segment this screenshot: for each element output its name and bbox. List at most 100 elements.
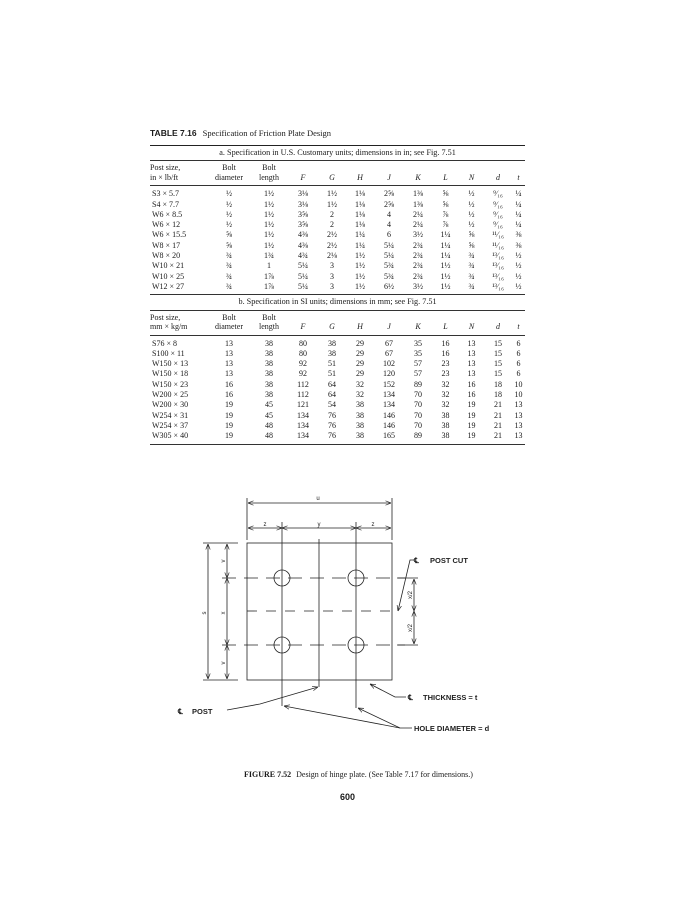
value-cell: 13 [225, 338, 233, 348]
column-header: Post size, in × lb/ft [150, 160, 208, 187]
value-cell: 32 [441, 390, 450, 400]
value-cell: ¹³⁄₁₆ [492, 271, 504, 281]
column-header: G [318, 310, 346, 336]
table-row: W6 × 12 ½ 1½ 3⅝ 2 1⅛ 4 2¼ ⅞ ½ ⁹⁄₁₆ ¼ [150, 220, 525, 230]
value-cell: 38 [441, 420, 450, 430]
value-cell: 10 [514, 390, 523, 400]
value-cell: 32 [441, 400, 450, 410]
value-cell: 15 [494, 369, 502, 379]
table-row: S76 × 8 13 38 80 38 29 67 35 16 13 15 6 [150, 335, 525, 349]
value-cell: 1½ [355, 251, 365, 261]
value-cell: 5¾ [384, 271, 394, 281]
value-cell: ⅜ [515, 240, 522, 250]
value-cell: ⅝ [442, 189, 449, 199]
column-header: L [432, 310, 459, 336]
value-cell: 38 [356, 400, 364, 410]
label-post: POST [192, 707, 213, 716]
value-cell: 19 [225, 420, 233, 430]
section-heading: b. Specification in SI units; dimensions… [150, 294, 526, 311]
table-row: S4 × 7.7 ½ 1½ 3⅛ 1½ 1⅛ 2⅝ 1⅜ ⅝ ½ ⁹⁄₁₆ ¼ [150, 200, 525, 210]
post-size-cell: W6 × 15.5 [152, 230, 187, 240]
table-row: W6 × 15.5 ⅝ 1½ 4⅜ 2½ 1¼ 6 3½ 1¼ ⅝ ¹¹⁄₁₆ ⅜ [150, 230, 525, 240]
label-u: u [316, 496, 319, 502]
value-cell: 38 [328, 338, 336, 348]
post-size-cell: W200 × 25 [152, 390, 189, 400]
column-header: K [404, 310, 432, 336]
value-cell: 1½ [440, 261, 451, 271]
value-cell: 146 [383, 420, 395, 430]
label-v: v [221, 560, 227, 563]
value-cell: 19 [459, 431, 484, 445]
value-cell: 35 [414, 348, 422, 358]
column-header: G [318, 160, 346, 187]
value-cell: 112 [297, 379, 309, 389]
value-cell: 80 [299, 338, 307, 348]
column-header: Bolt length [250, 310, 288, 336]
value-cell: 102 [383, 359, 395, 369]
table-row: W254 × 37 19 48 134 76 38 146 70 38 19 21 13 [150, 421, 525, 431]
value-cell: 54 [328, 400, 336, 410]
value-cell: ½ [468, 209, 475, 219]
value-cell: 38 [265, 390, 273, 400]
value-cell: 1⅛ [355, 199, 365, 209]
value-cell: 5¼ [384, 240, 394, 250]
value-cell: 4 [387, 220, 391, 230]
value-cell: 1½ [327, 199, 337, 209]
value-cell: 92 [299, 369, 307, 379]
label-y: y [318, 522, 321, 528]
value-cell: 51 [328, 359, 336, 369]
value-cell: 18 [494, 379, 502, 389]
value-cell: 16 [441, 338, 450, 348]
value-cell: 92 [299, 359, 307, 369]
value-cell: 29 [356, 338, 364, 348]
value-cell: 29 [356, 359, 364, 369]
post-size-cell: W12 × 27 [150, 281, 208, 296]
value-cell: 38 [265, 338, 273, 348]
value-cell: 1½ [355, 261, 365, 271]
figure-caption: FIGURE 7.52 Design of hinge plate. (See T… [244, 770, 473, 779]
value-cell: 13 [467, 359, 476, 369]
value-cell: 13 [225, 359, 233, 369]
value-cell: 38 [346, 431, 374, 445]
value-cell: 13 [467, 369, 476, 379]
value-cell: 70 [414, 420, 422, 430]
value-cell: ¹³⁄₁₆ [492, 251, 504, 261]
value-cell: ½ [512, 281, 526, 296]
value-cell: ½ [226, 199, 232, 209]
value-cell: 64 [328, 390, 336, 400]
column-header: H [346, 160, 374, 187]
value-cell: 23 [441, 359, 450, 369]
value-cell: 16 [225, 379, 233, 389]
value-cell: 3 [330, 271, 334, 281]
value-cell: 4 [387, 209, 391, 219]
value-cell: 18 [494, 390, 502, 400]
post-size-cell: W150 × 13 [152, 359, 189, 369]
value-cell: ¼ [515, 209, 522, 219]
value-cell: 57 [414, 369, 422, 379]
value-cell: 38 [356, 410, 364, 420]
post-size-cell: S4 × 7.7 [152, 199, 179, 209]
value-cell: ¼ [515, 220, 522, 230]
value-cell: 1¼ [355, 240, 365, 250]
value-cell: 5¾ [384, 261, 394, 271]
value-cell: ⁹⁄₁₆ [493, 199, 503, 209]
table-row: W10 × 21 ¾ 1 5¼ 3 1½ 5¾ 2¾ 1½ ¾ ¹³⁄₁₆ ½ [150, 261, 525, 271]
value-cell: 16 [467, 379, 476, 389]
value-cell: ½ [468, 199, 475, 209]
column-header: F [288, 160, 318, 187]
value-cell: 4⅜ [298, 240, 308, 250]
column-header: d [484, 160, 512, 187]
value-cell: ½ [226, 220, 232, 230]
value-cell: ⁹⁄₁₆ [493, 189, 503, 199]
value-cell: 19 [467, 420, 476, 430]
value-cell: 19 [467, 410, 476, 420]
value-cell: ⅜ [515, 230, 522, 240]
label-z: z [372, 522, 375, 528]
value-cell: 13 [514, 420, 523, 430]
value-cell: 2¾ [413, 240, 423, 250]
plate-icon: ℄ [407, 693, 414, 702]
column-header: L [432, 160, 459, 187]
value-cell: ¾ [459, 281, 484, 296]
value-cell: 76 [328, 420, 336, 430]
value-cell: 15 [494, 338, 502, 348]
